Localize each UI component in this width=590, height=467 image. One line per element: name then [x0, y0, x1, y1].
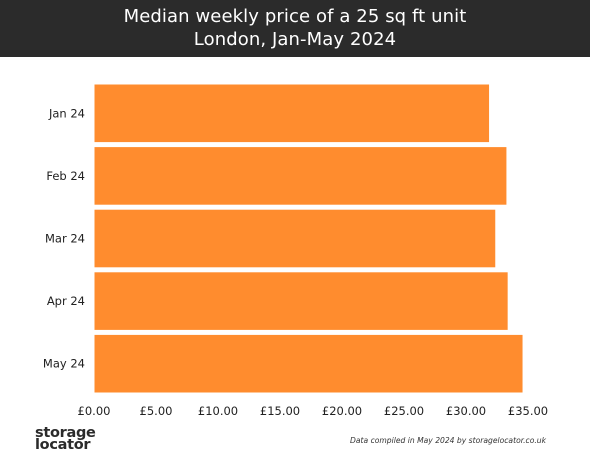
x-tick-label: £10.00 — [198, 404, 238, 417]
bar-chart: Jan 24 Feb 24 Mar 24 Apr 24 May 24 £0.00 £5.0… — [43, 83, 549, 417]
bar-apr-24 — [93, 271, 509, 331]
source-note: Data compiled in May 2024 by storageloca… — [350, 436, 546, 445]
x-tick-label: £20.00 — [322, 404, 362, 417]
bar-may-24 — [93, 333, 524, 394]
y-tick-label: May 24 — [43, 357, 85, 371]
y-axis-labels: Jan 24 Feb 24 Mar 24 Apr 24 May 24 — [43, 106, 85, 370]
bar-mar-24 — [93, 208, 497, 269]
x-tick-label: £15.00 — [260, 404, 300, 417]
y-tick-label: Jan 24 — [48, 106, 85, 120]
bars — [93, 83, 524, 394]
x-tick-label: £35.00 — [508, 404, 548, 417]
x-tick-label: £0.00 — [78, 404, 111, 417]
x-axis-tick-labels: £0.00 £5.00 £10.00 £15.00 £20.00 £25.00 £30.00… — [78, 404, 549, 417]
chart-subtitle: London, Jan-May 2024 — [193, 29, 397, 50]
chart-header: Median weekly price of a 25 sq ft unit L… — [0, 0, 590, 57]
x-tick-label: £30.00 — [446, 404, 486, 417]
x-tick-label: £5.00 — [140, 404, 173, 417]
x-tick-label: £25.00 — [384, 404, 424, 417]
y-tick-label: Mar 24 — [45, 232, 85, 246]
bar-feb-24 — [93, 146, 508, 206]
storagelocator-logo: storage locator — [35, 425, 96, 453]
y-tick-label: Feb 24 — [46, 169, 85, 183]
bar-jan-24 — [93, 83, 491, 144]
y-tick-label: Apr 24 — [47, 294, 85, 308]
logo-line-storage: storage — [35, 425, 96, 441]
logo-line-locator: locator — [35, 437, 91, 453]
chart-title: Median weekly price of a 25 sq ft unit — [123, 6, 467, 27]
